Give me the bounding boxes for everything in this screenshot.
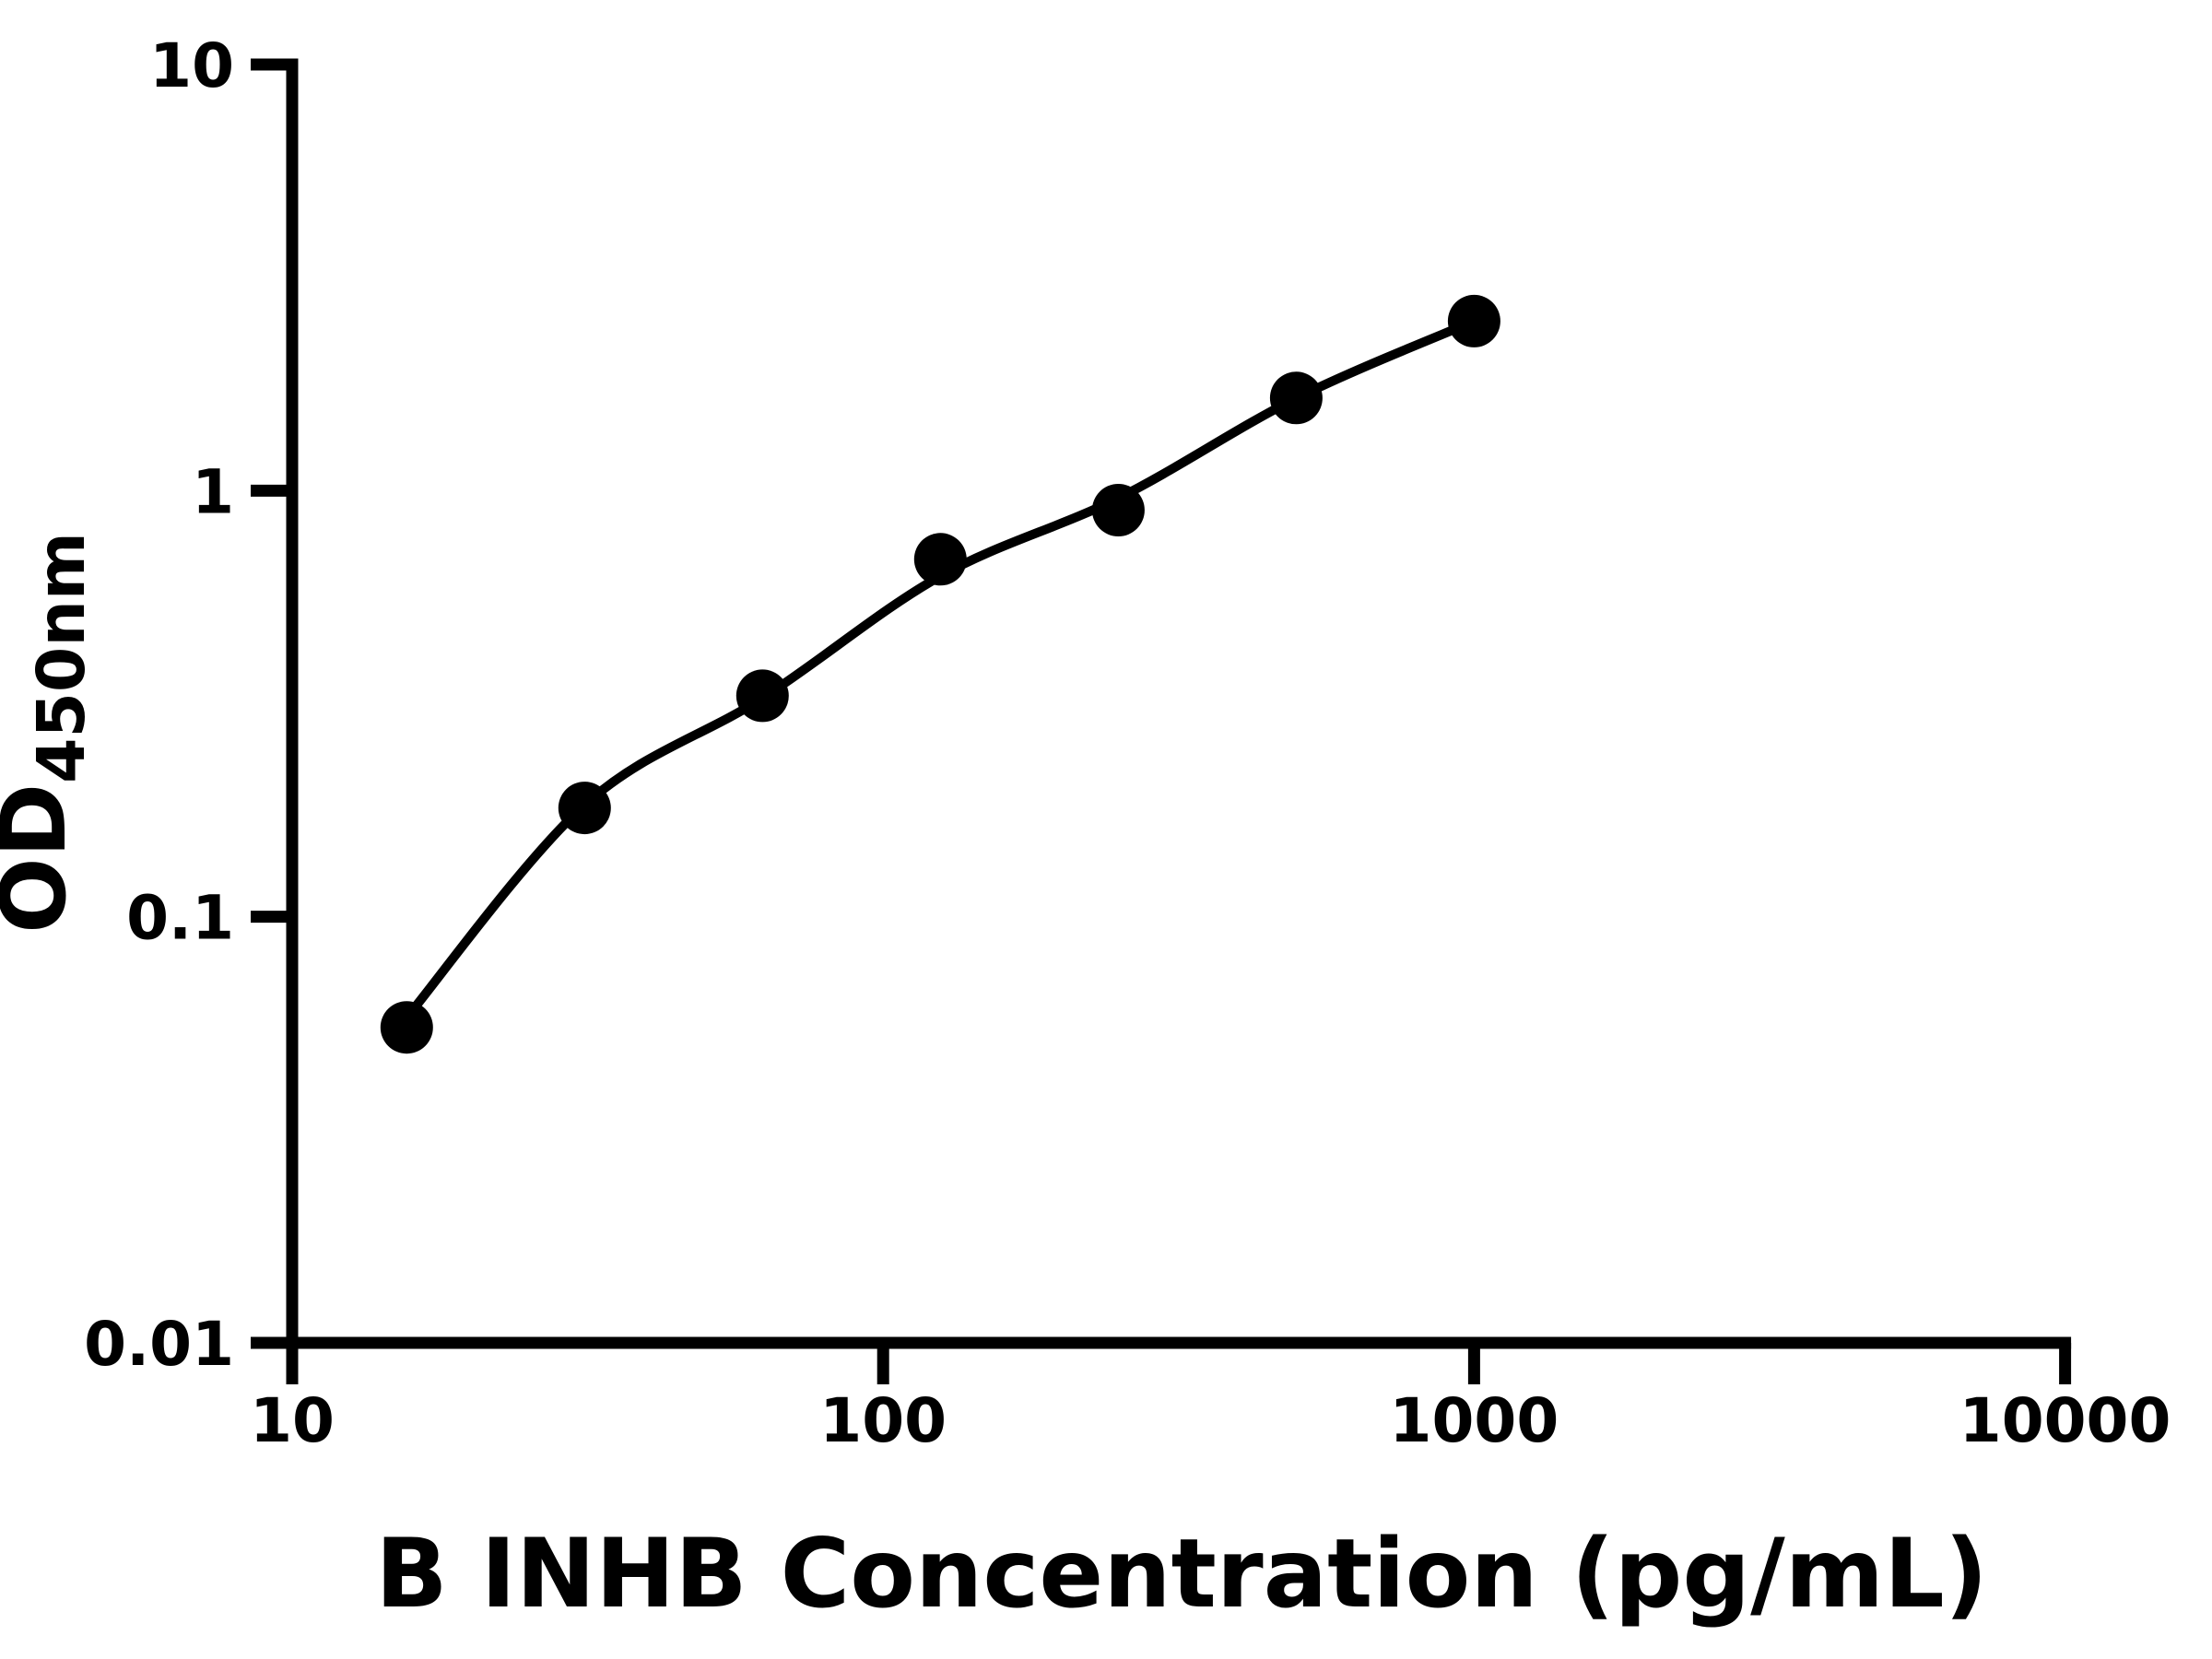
data-point-marker [558,782,611,835]
x-axis-title: B INHB Concentration (pg/mL) [375,1519,1988,1630]
data-point-marker [735,669,789,723]
y-axis-title-subscript: 450nm [23,532,100,783]
y-tick-label: 10 [149,30,234,101]
data-point-marker [380,1001,433,1054]
y-axis-title: OD450nm [0,532,100,934]
data-points-group [380,294,1500,1054]
data-point-marker [1091,484,1145,536]
y-tick-label: 1 [192,456,234,527]
data-point-marker [913,533,967,586]
y-tick-label: 0.01 [84,1309,234,1380]
x-tick-label: 1000 [1390,1385,1559,1456]
y-axis-title-main: OD [0,783,86,934]
x-tick-label: 10000 [1959,1385,2171,1456]
x-tick-label: 100 [819,1385,947,1456]
axes [286,58,2072,1349]
axis-ticks [251,58,2072,1384]
data-point-marker [1447,294,1500,347]
standard-curve-line [403,316,1477,1021]
fit-curve-group [403,316,1477,1021]
x-tick-label: 10 [250,1385,335,1456]
data-point-marker [1269,371,1323,425]
y-tick-label: 0.1 [126,883,234,954]
